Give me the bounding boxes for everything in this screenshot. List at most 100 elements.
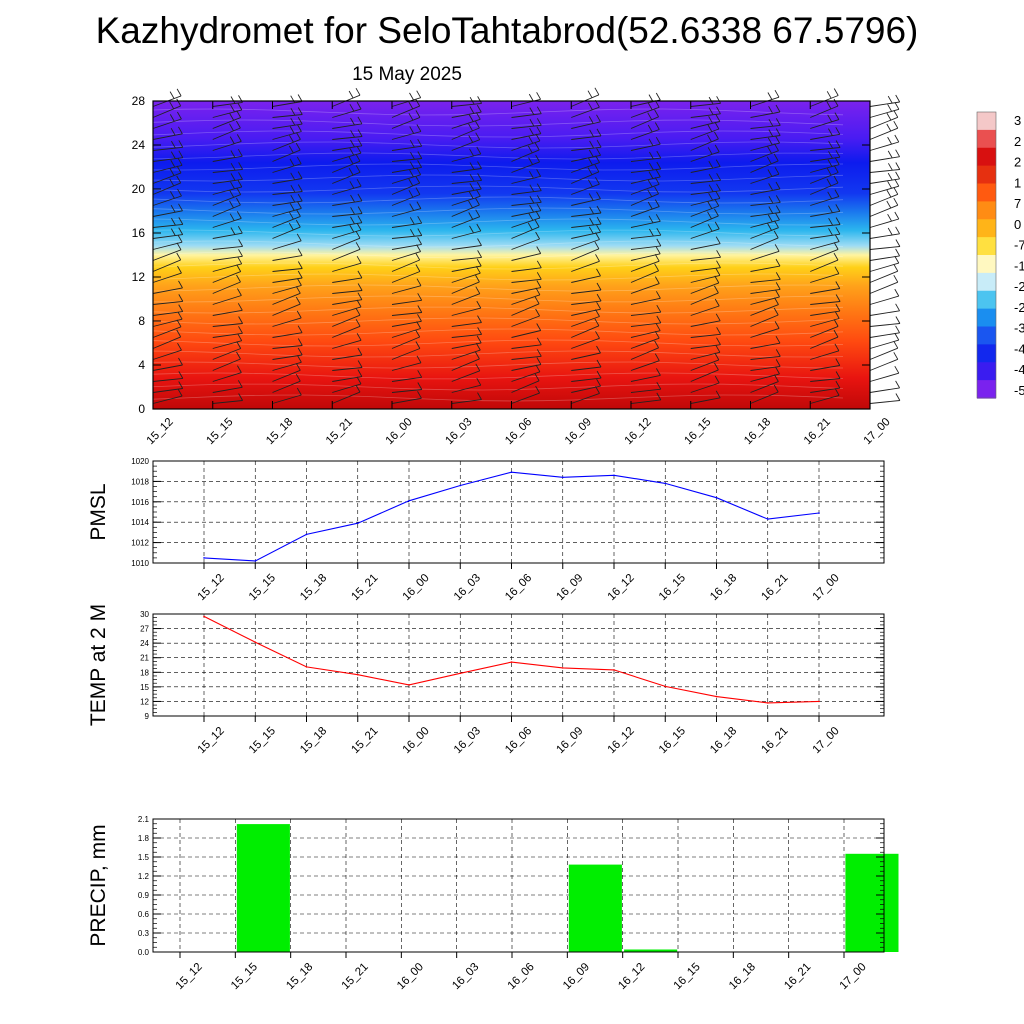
contour-line [152, 372, 844, 380]
x-tick-label: 15_18 [298, 725, 329, 756]
wind-barb [869, 239, 901, 250]
wind-barb [332, 255, 362, 272]
y-tick-label: 27 [140, 625, 149, 634]
wind-barb [810, 189, 840, 206]
wind-barb [690, 375, 720, 393]
x-tick-label: 15_12 [145, 416, 176, 447]
wind-barb [750, 118, 781, 129]
wind-barb [332, 222, 362, 239]
colorbar-label: -2 [1014, 279, 1024, 294]
wind-barb [571, 232, 600, 250]
x-tick-label: 16_12 [623, 416, 654, 447]
wind-barb [511, 231, 540, 250]
x-tick-label: 16_21 [759, 572, 790, 603]
wind-barb [690, 173, 721, 184]
wind-barb [690, 236, 721, 250]
wind-barb [869, 171, 900, 184]
wind-barb [750, 181, 781, 195]
wind-barb [571, 114, 601, 129]
wind-barb [810, 234, 840, 250]
wind-barb [272, 142, 301, 162]
data-point [613, 669, 615, 671]
colorbar-segment [977, 380, 996, 399]
wind-barb [630, 136, 661, 151]
wind-barb [630, 186, 659, 206]
wind-barb [869, 120, 899, 140]
x-tick-label: 16_12 [606, 572, 637, 603]
precip-bar [845, 853, 899, 952]
wind-barb [451, 335, 482, 349]
x-tick-label: 16_18 [708, 572, 739, 603]
x-tick-label: 16_00 [401, 725, 432, 756]
wind-barb [690, 131, 719, 151]
precip-bar [568, 864, 622, 952]
wind-barb [630, 122, 660, 140]
wind-barb [511, 133, 541, 151]
wind-barb [511, 126, 542, 140]
contour-line [152, 240, 844, 248]
data-point [305, 666, 308, 668]
wind-barb [212, 110, 242, 129]
wind-barb [391, 355, 422, 371]
wind-barb [810, 140, 841, 151]
wind-barb [869, 94, 901, 107]
wind-barb [750, 230, 779, 250]
data-point [459, 484, 462, 487]
wind-barb [511, 385, 540, 404]
x-tick-label: 15_18 [264, 416, 295, 447]
colorbar-label: -4 [1014, 341, 1024, 356]
wind-barb [451, 274, 480, 294]
wind-barb [750, 212, 780, 228]
y-tick-label: 1.5 [138, 853, 150, 862]
wind-barb [869, 255, 900, 272]
contour-line [152, 185, 844, 193]
x-tick-label: 16_03 [452, 572, 483, 603]
wind-barb [571, 176, 600, 195]
wind-barb [332, 360, 363, 371]
wind-barb [272, 184, 303, 195]
heatmap-panel: 0 4 8 12 16 20 24 28 15_12 15_15 15_18 15_21 16_00 16… [132, 87, 901, 447]
wind-barb [272, 261, 303, 272]
wind-barb [690, 260, 721, 272]
wind-barb [272, 373, 301, 393]
y-tick-label: 9 [145, 712, 150, 721]
wind-barb [272, 116, 303, 129]
contour-line [152, 383, 844, 391]
x-tick-label: 17_00 [862, 416, 893, 447]
wind-barb [391, 264, 421, 283]
colorbar-frame [976, 111, 997, 399]
wind-barb [571, 309, 600, 327]
wind-barb [332, 206, 363, 217]
contour-line [152, 394, 844, 402]
wind-barb [391, 252, 421, 272]
wind-barb [869, 211, 900, 228]
wind-barb [810, 371, 841, 382]
wind-barb [391, 175, 421, 195]
colorbar-segment [977, 147, 996, 167]
wind-barb [571, 241, 600, 261]
wind-barb [869, 178, 900, 195]
wind-barb [511, 210, 541, 228]
data-point [254, 560, 257, 562]
wind-barb [869, 102, 900, 118]
wind-barb [451, 265, 481, 283]
wind-barb [212, 120, 241, 140]
wind-barb [451, 315, 482, 327]
contour-line [152, 174, 844, 182]
wind-barb [750, 205, 781, 217]
wind-barb [511, 219, 540, 239]
wind-barb [810, 242, 839, 261]
x-tick-label: 17_00 [811, 725, 842, 756]
wind-barb [750, 135, 780, 151]
wind-barb [451, 238, 482, 250]
wind-barb [810, 226, 841, 239]
wind-barb [152, 140, 184, 151]
x-tick-label: 16_15 [657, 572, 688, 603]
colorbar-segment [977, 237, 996, 256]
data-point [562, 667, 564, 669]
data-point [613, 474, 615, 477]
wind-barb [451, 342, 481, 360]
wind-barb [630, 150, 662, 162]
y-tick-label: 1.2 [138, 872, 150, 881]
wind-barb [332, 242, 361, 261]
